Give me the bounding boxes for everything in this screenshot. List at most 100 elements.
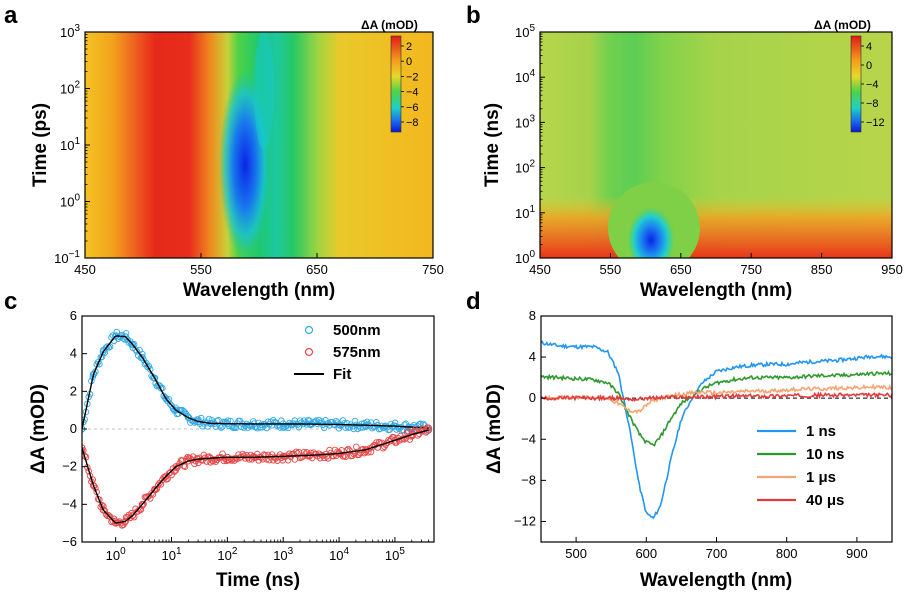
a-cbtick-label: 2 — [406, 41, 412, 53]
data-point-500nm — [113, 328, 121, 336]
c-xtick-label: 100 — [106, 546, 126, 563]
d-xtick-label: 800 — [776, 546, 798, 561]
data-point-500nm — [128, 341, 135, 348]
a-ytick-label: 100 — [60, 193, 80, 210]
d-xtick-label: 700 — [706, 546, 728, 561]
data-point-575nm — [155, 481, 162, 489]
colorbar-a — [390, 35, 402, 133]
a-xtick-label: 750 — [422, 262, 444, 277]
d-xtick-label: 500 — [565, 546, 587, 561]
c-ytick-label: 2 — [70, 383, 77, 398]
a-cbtick-label: 0 — [406, 56, 412, 68]
b-cbtick-label: −8 — [866, 98, 879, 110]
a-xtick-label: 650 — [306, 262, 328, 277]
legend-label-500nm: 500nm — [333, 322, 381, 339]
data-point-575nm — [291, 456, 299, 463]
panel-d-spectra: 500 600 700 800 900 −12 −8 −4 0 4 8 1 ns 10 ns 1 μs 4… — [484, 308, 893, 591]
data-point-575nm — [82, 447, 86, 455]
b-xtick-label: 850 — [811, 262, 833, 277]
a-cbtick-label: −6 — [406, 102, 419, 114]
data-point-500nm — [417, 420, 424, 428]
plot-d-ticks: 500 600 700 800 900 −12 −8 −4 0 4 8 — [514, 308, 868, 561]
plot-b-frame — [539, 31, 893, 259]
c-ytick-label: 6 — [70, 308, 77, 323]
d-ytick-label: −4 — [521, 431, 536, 446]
y-axis-label-c: ΔA (mOD) — [28, 384, 49, 474]
plot-b-ticks: 450 550 650 750 850 950 100 101 102 103 104 105 — [515, 23, 903, 277]
b-ytick-label: 103 — [515, 113, 535, 130]
heatmap-b-negative-band — [627, 206, 675, 258]
data-point-500nm — [104, 343, 111, 350]
x-axis-label-d: Wavelength (nm) — [640, 570, 792, 591]
d-ytick-label: 4 — [529, 349, 536, 364]
legend-label-1 μs: 1 μs — [806, 469, 836, 486]
data-point-575nm — [353, 443, 360, 451]
c-xtick-label: 101 — [161, 546, 181, 563]
panel-label-c: c — [4, 288, 17, 315]
panel-b-heatmap: 450 550 650 750 850 950 100 101 102 103 104 105 4 0 −… — [482, 18, 903, 301]
data-point-500nm — [401, 421, 408, 429]
data-point-500nm — [102, 344, 110, 351]
y-axis-label-a: Time (ps) — [30, 103, 51, 187]
colorbar-b — [850, 35, 862, 133]
b-xtick-label: 750 — [740, 262, 762, 277]
data-point-575nm — [229, 455, 237, 462]
data-point-500nm — [381, 423, 388, 430]
colorbar-a-ticks: 2 0 −2 −4 −6 −8 — [401, 41, 419, 129]
legend-label-575nm: 575nm — [333, 344, 381, 361]
data-point-575nm — [276, 451, 284, 458]
data-point-575nm — [138, 502, 146, 509]
a-ytick-label: 102 — [60, 80, 80, 97]
data-point-575nm — [181, 463, 189, 470]
c-xtick-label: 102 — [217, 546, 237, 563]
c-xtick-label: 104 — [329, 546, 349, 563]
data-point-500nm — [168, 402, 175, 410]
a-xtick-label: 450 — [74, 262, 96, 277]
b-ytick-label: 101 — [515, 204, 535, 221]
x-axis-label-c: Time (ns) — [216, 570, 300, 591]
legend-label-1 ns: 1 ns — [806, 423, 836, 440]
c-ytick-label: 4 — [70, 346, 77, 361]
d-ytick-label: 8 — [529, 308, 536, 323]
legend-marker-500nm — [304, 325, 314, 335]
a-ytick-label: 103 — [60, 23, 80, 40]
legend-label-40 μs: 40 μs — [806, 492, 844, 509]
c-ytick-label: −4 — [62, 496, 77, 511]
data-point-500nm — [167, 400, 174, 408]
series-575nm — [82, 424, 433, 529]
plot-d-marks — [541, 340, 892, 520]
a-ytick-label: 101 — [60, 136, 80, 153]
b-xtick-label: 550 — [600, 262, 622, 277]
d-ytick-label: 0 — [529, 390, 536, 405]
b-cbtick-label: −4 — [866, 79, 879, 91]
legend-label-Fit: Fit — [333, 366, 351, 383]
b-xtick-label: 650 — [670, 262, 692, 277]
data-point-575nm — [343, 447, 351, 454]
a-cbtick-label: −4 — [406, 87, 419, 99]
data-point-500nm — [419, 420, 427, 428]
data-point-575nm — [242, 455, 249, 462]
legend-c: 500nm 575nm Fit — [294, 322, 381, 383]
data-point-575nm — [140, 500, 147, 508]
data-point-575nm — [345, 445, 352, 453]
data-point-575nm — [152, 486, 159, 494]
c-ytick-label: −6 — [62, 534, 77, 549]
b-cbtick-label: 0 — [866, 60, 872, 72]
data-point-500nm — [217, 424, 225, 431]
d-xtick-label: 900 — [846, 546, 868, 561]
colorbar-b-ticks: 4 0 −4 −8 −12 — [861, 41, 885, 129]
panel-c-kinetics: 100 101 102 103 104 105 −6 −4 −2 0 2 4 6 500nm 575nm F… — [28, 308, 435, 591]
c-ytick-label: 0 — [70, 421, 77, 436]
a-cbtick-label: −2 — [406, 71, 419, 83]
b-cbtick-label: 4 — [866, 41, 872, 53]
a-ytick-label: 10−1 — [54, 249, 80, 266]
data-point-500nm — [122, 330, 130, 337]
data-point-500nm — [146, 366, 154, 373]
series-line-40 μs — [541, 391, 892, 402]
plot-c-ticks: 100 101 102 103 104 105 −6 −4 −2 0 2 4 6 — [62, 308, 429, 563]
a-xtick-label: 550 — [190, 262, 212, 277]
data-point-500nm — [351, 417, 359, 425]
b-xtick-label: 950 — [881, 262, 903, 277]
